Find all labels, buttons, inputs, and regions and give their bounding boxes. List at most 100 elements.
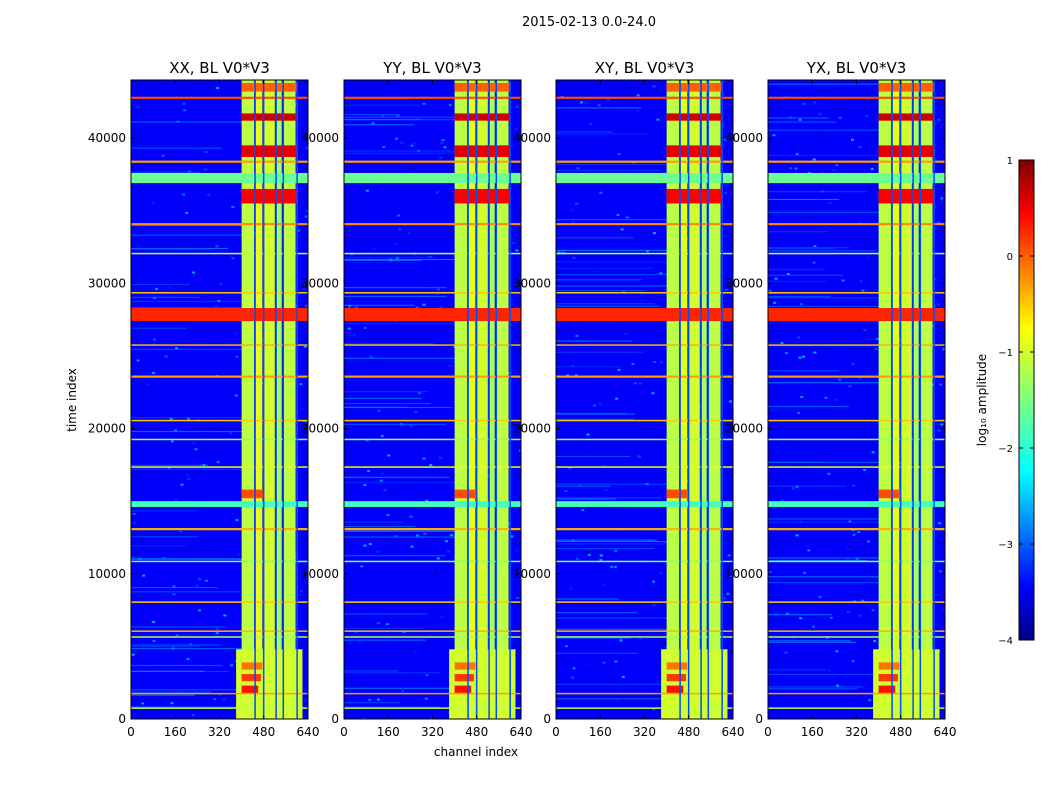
heatmap-noise-cell (507, 439, 511, 442)
heatmap-noise-cell (834, 597, 838, 600)
heatmap-noise-cell (941, 609, 945, 612)
heatmap-noise-cell (655, 606, 659, 609)
heatmap-texture-line (344, 407, 452, 409)
heatmap-noise-cell (571, 364, 575, 367)
heatmap-noise-cell (440, 616, 444, 619)
heatmap-noise-cell (639, 637, 643, 640)
heatmap-noise-cell (415, 534, 419, 537)
heatmap-noise-cell (817, 182, 821, 185)
heatmap-noise-cell (194, 448, 198, 451)
heatmap-noise-cell (452, 254, 456, 257)
heatmap-texture-line (768, 129, 907, 131)
heatmap-noise-cell (237, 553, 241, 556)
heatmap-texture-line (344, 530, 466, 532)
heatmap-noise-cell (363, 544, 367, 547)
heatmap-noise-cell (280, 574, 284, 577)
heatmap-noise-cell (559, 397, 563, 400)
heatmap-noise-cell (654, 434, 658, 437)
heatmap-texture-line (556, 133, 650, 135)
heatmap-noise-cell (863, 329, 867, 332)
heatmap-noise-cell (363, 695, 367, 698)
heatmap-texture-line (131, 306, 243, 308)
rfi-time-band (768, 292, 945, 294)
heatmap-texture-line (344, 104, 420, 106)
channel-gap (475, 80, 478, 719)
heatmap-noise-cell (938, 522, 942, 525)
heatmap-noise-cell (368, 290, 372, 293)
heatmap-noise-cell (444, 709, 448, 712)
heatmap-noise-cell (132, 237, 136, 240)
heatmap-texture-line (768, 673, 904, 675)
rfi-time-band (768, 528, 945, 531)
heatmap-noise-cell (820, 171, 824, 174)
rfi-time-band (768, 438, 945, 441)
hot-spot (241, 82, 297, 92)
y-tick-label: 0 (118, 712, 126, 726)
heatmap-noise-cell (133, 632, 137, 635)
heatmap-noise-cell (602, 584, 606, 587)
heatmap-noise-cell (861, 599, 865, 602)
heatmap-noise-cell (677, 373, 681, 376)
heatmap-texture-line (768, 297, 882, 299)
heatmap-texture-line (768, 406, 850, 408)
heatmap-noise-cell (222, 698, 226, 701)
heatmap-texture-line (768, 117, 829, 119)
heatmap-noise-cell (812, 261, 816, 264)
heatmap-noise-cell (414, 411, 418, 414)
heatmap-noise-cell (804, 583, 808, 586)
heatmap-texture-line (344, 287, 448, 289)
heatmap-noise-cell (873, 157, 877, 160)
heatmap-noise-cell (724, 138, 728, 141)
heatmap-noise-cell (306, 146, 308, 149)
heatmap-noise-cell (231, 205, 235, 208)
hot-spot (454, 188, 510, 204)
heatmap-noise-cell (401, 424, 405, 427)
heatmap-texture-line (556, 219, 697, 221)
heatmap-noise-cell (798, 470, 802, 473)
heatmap-noise-cell (213, 698, 217, 701)
heatmap-noise-cell (192, 713, 196, 716)
heatmap-noise-cell (175, 251, 179, 254)
heatmap-noise-cell (795, 534, 799, 537)
heatmap-noise-cell (352, 334, 356, 337)
heatmap-noise-cell (572, 256, 576, 259)
heatmap-noise-cell (847, 546, 851, 549)
hot-spot (241, 685, 259, 693)
heatmap-noise-cell (303, 698, 307, 701)
heatmap-texture-line (768, 231, 829, 233)
heatmap-noise-cell (858, 611, 862, 614)
x-tick-label: 0 (127, 725, 135, 739)
heatmap-noise-cell (576, 147, 580, 150)
heatmap-noise-cell (365, 532, 369, 535)
heatmap-noise-cell (509, 220, 513, 223)
heatmap-noise-cell (624, 333, 628, 336)
heatmap-noise-cell (644, 320, 648, 323)
rfi-time-band (768, 560, 945, 563)
heatmap-noise-cell (153, 338, 157, 341)
heatmap-noise-cell (395, 242, 399, 245)
heatmap-noise-cell (780, 499, 784, 502)
heatmap-noise-cell (133, 717, 137, 719)
heatmap-noise-cell (813, 245, 817, 248)
heatmap-texture-line (131, 468, 251, 470)
heatmap-noise-cell (857, 530, 861, 533)
heatmap-noise-cell (780, 341, 784, 344)
heatmap-noise-cell (618, 150, 622, 153)
rfi-time-band (768, 223, 945, 226)
channel-gap (700, 80, 702, 719)
rfi-time-band (768, 160, 945, 163)
heatmap-noise-cell (636, 94, 640, 97)
heatmap-noise-cell (433, 573, 437, 576)
heatmap-noise-cell (835, 108, 839, 111)
heatmap-noise-cell (863, 94, 867, 97)
rfi-time-band (556, 692, 733, 695)
heatmap-noise-cell (189, 643, 193, 646)
heatmap-noise-cell (773, 301, 777, 304)
heatmap-noise-cell (358, 459, 362, 462)
rfi-time-band (556, 96, 733, 99)
heatmap-noise-cell (626, 170, 630, 173)
panel-title: YX, BL V0*V3 (806, 59, 907, 77)
heatmap-noise-cell (838, 378, 842, 381)
heatmap-noise-cell (442, 356, 446, 359)
heatmap-texture-line (556, 455, 630, 457)
